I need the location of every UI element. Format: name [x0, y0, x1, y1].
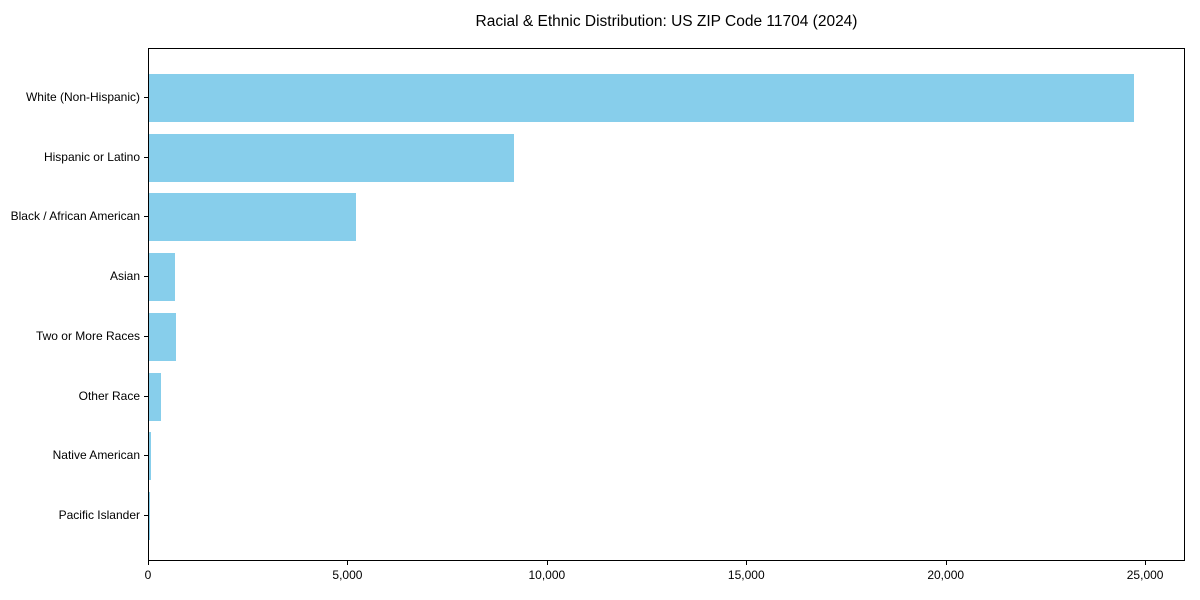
y-tick-mark — [144, 276, 148, 278]
bar-pacific-islander — [149, 491, 150, 540]
x-tick-label: 5,000 — [332, 568, 363, 582]
x-tick-label: 10,000 — [528, 568, 566, 582]
x-tick-label: 20,000 — [927, 568, 965, 582]
y-tick-mark — [144, 455, 148, 457]
bar-two-or-more-races — [149, 312, 176, 361]
y-axis-category-label: Black / African American — [10, 209, 140, 224]
y-tick-mark — [144, 514, 148, 516]
bar-white-non-hispanic — [149, 74, 1135, 122]
bar-native-american — [149, 432, 151, 481]
y-tick-mark — [144, 395, 148, 397]
y-axis-category-label: Other Race — [78, 388, 140, 403]
x-tick-mark — [1145, 561, 1147, 565]
bar-other-race — [149, 372, 161, 421]
chart-title: Racial & Ethnic Distribution: US ZIP Cod… — [475, 13, 858, 30]
x-tick-mark — [945, 561, 947, 565]
bar-asian — [149, 253, 175, 302]
y-axis-category-label: Native American — [52, 448, 140, 463]
x-tick-label: 0 — [144, 568, 152, 582]
y-axis-category-label: Asian — [109, 269, 140, 284]
x-tick-mark — [746, 561, 748, 565]
x-tick-label: 25,000 — [1126, 568, 1164, 582]
y-axis-category-label: Two or More Races — [35, 328, 140, 343]
bar-black-african-american — [149, 193, 357, 242]
y-axis-category-label: White (Non-Hispanic) — [25, 90, 140, 104]
y-tick-mark — [144, 216, 148, 218]
x-tick-mark — [148, 561, 149, 565]
x-tick-mark — [546, 561, 548, 565]
bar-hispanic-or-latino — [149, 133, 514, 182]
x-tick-mark — [347, 561, 349, 565]
plot-area — [148, 48, 1185, 561]
x-tick-label: 15,000 — [727, 568, 765, 582]
y-tick-mark — [144, 156, 148, 158]
y-axis-category-label: Hispanic or Latino — [43, 149, 140, 164]
y-axis-category-label: Pacific Islander — [58, 507, 140, 522]
y-tick-mark — [144, 97, 148, 98]
y-tick-mark — [144, 335, 148, 337]
